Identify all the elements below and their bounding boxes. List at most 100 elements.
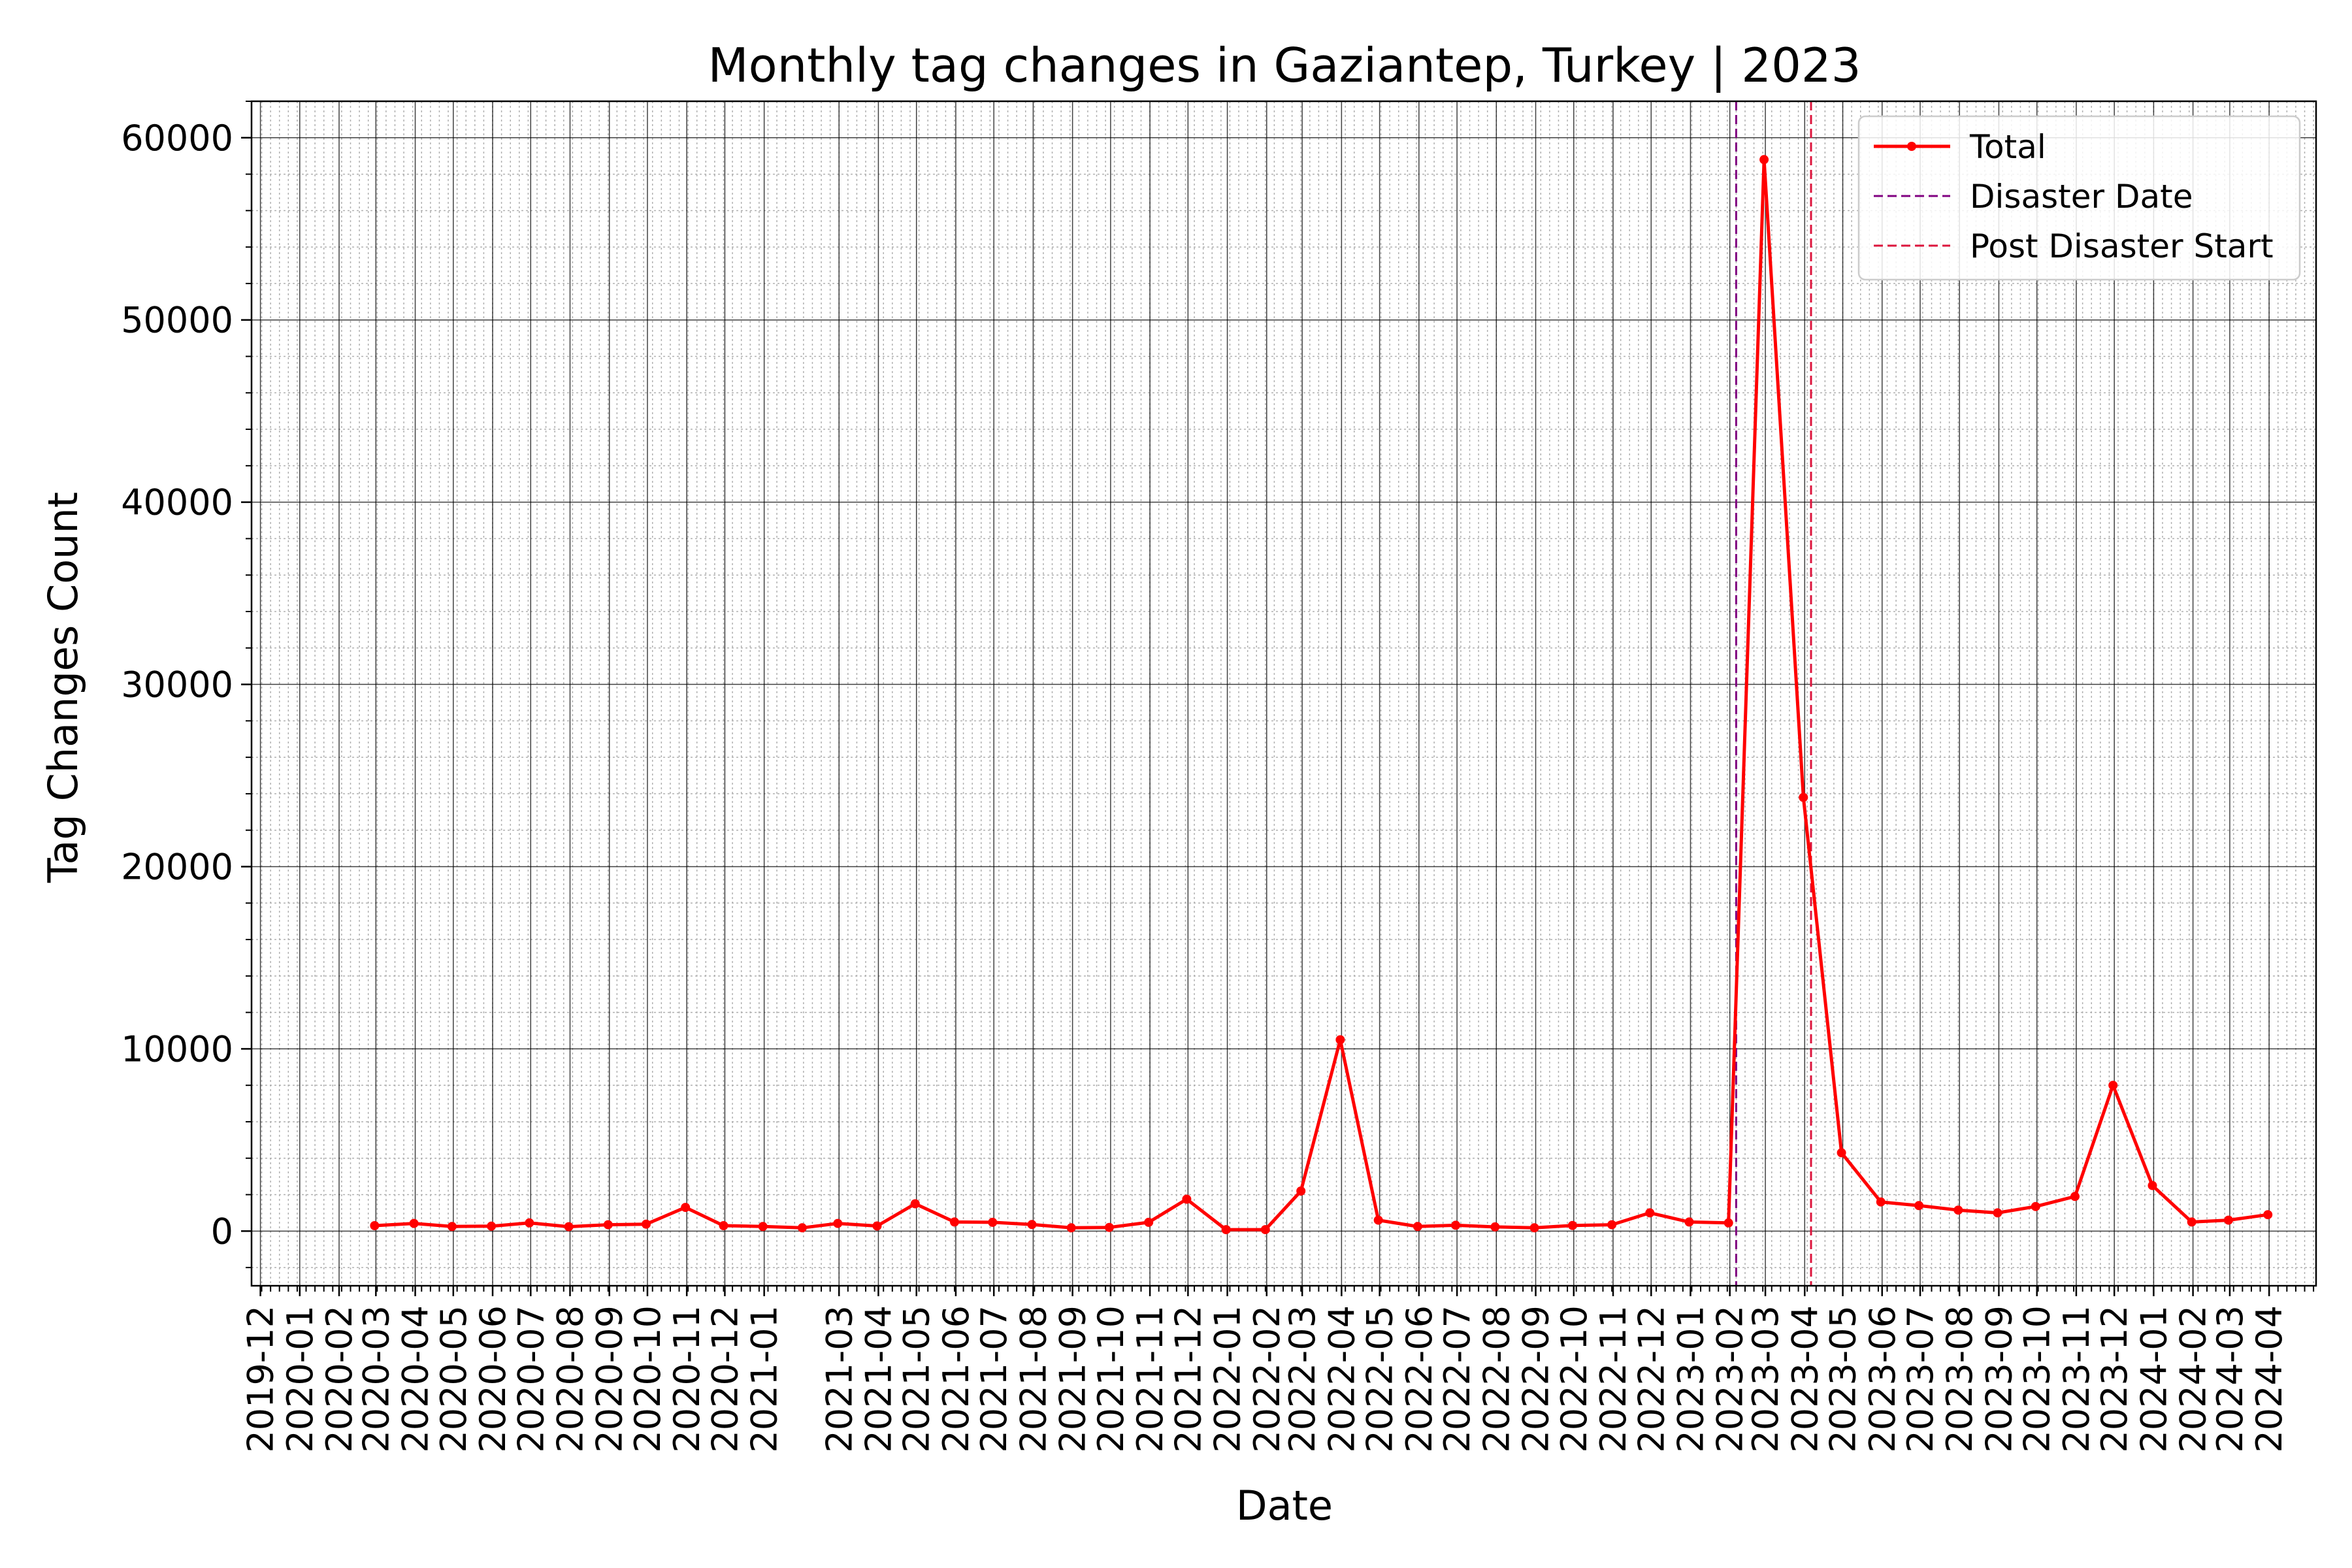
x-tick-label: 2024-02 bbox=[2173, 1305, 2214, 1453]
data-point bbox=[1451, 1220, 1461, 1230]
data-point bbox=[487, 1221, 497, 1231]
data-point bbox=[2070, 1192, 2080, 1201]
x-tick-label: 2023-07 bbox=[1900, 1305, 1941, 1453]
x-tick-label: 2023-05 bbox=[1823, 1305, 1864, 1453]
x-tick-label: 2021-11 bbox=[1130, 1305, 1171, 1453]
x-tick-label: 2022-12 bbox=[1631, 1305, 1672, 1453]
data-point bbox=[370, 1221, 380, 1230]
x-tick-label: 2022-05 bbox=[1360, 1305, 1401, 1453]
data-point bbox=[1413, 1222, 1422, 1232]
data-point bbox=[2108, 1081, 2118, 1090]
data-point bbox=[2031, 1201, 2040, 1211]
x-tick-label: 2020-11 bbox=[666, 1305, 708, 1453]
data-point bbox=[1876, 1197, 1886, 1207]
data-point bbox=[1567, 1220, 1577, 1230]
y-tick-label: 60000 bbox=[121, 118, 233, 159]
data-point bbox=[1953, 1205, 1963, 1215]
data-point bbox=[797, 1223, 807, 1233]
data-point bbox=[988, 1217, 998, 1227]
x-tick-label: 2023-12 bbox=[2094, 1305, 2135, 1453]
data-point bbox=[2224, 1215, 2233, 1225]
x-tick-label: 2021-04 bbox=[858, 1305, 899, 1453]
data-point bbox=[719, 1221, 728, 1230]
data-point bbox=[1182, 1194, 1192, 1204]
x-tick-label: 2019-12 bbox=[240, 1305, 282, 1453]
x-axis-ticks: 2019-122020-012020-022020-032020-042020-… bbox=[240, 1286, 2290, 1453]
y-tick-label: 20000 bbox=[121, 846, 233, 887]
legend-box bbox=[1857, 115, 2301, 281]
data-point bbox=[1759, 155, 1769, 165]
x-tick-label: 2022-10 bbox=[1554, 1305, 1595, 1453]
x-tick-label: 2024-03 bbox=[2210, 1305, 2251, 1453]
data-point bbox=[1490, 1222, 1500, 1232]
x-tick-label: 2024-01 bbox=[2133, 1305, 2174, 1453]
data-point bbox=[525, 1218, 534, 1228]
data-point bbox=[1645, 1208, 1655, 1218]
grid-major bbox=[252, 101, 2316, 1286]
y-tick-label: 0 bbox=[211, 1211, 233, 1252]
x-tick-label: 2020-06 bbox=[472, 1305, 514, 1453]
x-tick-label: 2023-06 bbox=[1862, 1305, 1903, 1453]
data-point bbox=[681, 1203, 691, 1213]
data-point bbox=[1027, 1220, 1037, 1230]
legend-total-label: Total bbox=[1969, 128, 2046, 166]
data-point bbox=[409, 1218, 419, 1228]
x-tick-label: 2020-08 bbox=[549, 1305, 591, 1453]
x-tick-label: 2023-11 bbox=[2056, 1305, 2097, 1453]
chart-title: Monthly tag changes in Gaziantep, Turkey… bbox=[708, 38, 1861, 93]
x-tick-label: 2020-01 bbox=[280, 1305, 321, 1453]
x-tick-label: 2021-07 bbox=[973, 1305, 1015, 1453]
data-point bbox=[1144, 1217, 1154, 1227]
x-tick-label: 2020-09 bbox=[589, 1305, 630, 1453]
data-point bbox=[1607, 1220, 1617, 1230]
data-point bbox=[1993, 1208, 2002, 1218]
x-tick-label: 2023-04 bbox=[1784, 1305, 1825, 1453]
x-tick-label: 2023-09 bbox=[1978, 1305, 2019, 1453]
data-point bbox=[1104, 1222, 1114, 1232]
data-point bbox=[1260, 1225, 1270, 1235]
x-tick-label: 2020-10 bbox=[627, 1305, 668, 1453]
legend-disaster-label: Disaster Date bbox=[1970, 178, 2193, 216]
data-point bbox=[910, 1199, 920, 1209]
data-point bbox=[950, 1217, 959, 1227]
legend-post-label: Post Disaster Start bbox=[1970, 227, 2274, 265]
data-point bbox=[1684, 1217, 1694, 1227]
x-tick-label: 2020-05 bbox=[433, 1305, 474, 1453]
data-point bbox=[447, 1222, 457, 1232]
y-axis-ticks: 0 10000 20000 30000 40000 50000 60000 bbox=[121, 118, 252, 1252]
data-point bbox=[1066, 1223, 1076, 1233]
legend-total-marker bbox=[1907, 142, 1916, 151]
x-tick-label: 2024-04 bbox=[2249, 1305, 2290, 1453]
x-tick-label: 2021-06 bbox=[936, 1305, 977, 1453]
x-tick-label: 2020-03 bbox=[355, 1305, 397, 1453]
series-total bbox=[370, 155, 2273, 1235]
x-tick-label: 2021-12 bbox=[1168, 1305, 1209, 1453]
data-point bbox=[1914, 1201, 1924, 1211]
data-point bbox=[642, 1219, 651, 1229]
data-point bbox=[1373, 1215, 1383, 1225]
x-tick-label: 2023-01 bbox=[1670, 1305, 1711, 1453]
x-tick-label: 2021-01 bbox=[744, 1305, 785, 1453]
x-tick-label: 2022-03 bbox=[1282, 1305, 1323, 1453]
x-tick-label: 2020-04 bbox=[395, 1305, 436, 1453]
data-point bbox=[1723, 1218, 1733, 1228]
x-tick-label: 2022-02 bbox=[1247, 1305, 1288, 1453]
data-point bbox=[2187, 1217, 2197, 1227]
grid-minor-x bbox=[261, 101, 2314, 1286]
x-tick-label: 2022-01 bbox=[1207, 1305, 1249, 1453]
data-point bbox=[1837, 1148, 1846, 1158]
x-tick-label: 2022-04 bbox=[1321, 1305, 1362, 1453]
x-tick-label: 2022-09 bbox=[1516, 1305, 1557, 1453]
data-point bbox=[1529, 1223, 1539, 1233]
x-tick-label: 2021-09 bbox=[1053, 1305, 1094, 1453]
x-tick-label: 2023-10 bbox=[2017, 1305, 2058, 1453]
data-point bbox=[872, 1221, 882, 1231]
y-tick-label: 50000 bbox=[121, 300, 233, 341]
data-point bbox=[1221, 1225, 1231, 1235]
y-tick-label: 10000 bbox=[121, 1028, 233, 1070]
x-tick-label: 2022-07 bbox=[1437, 1305, 1478, 1453]
minor-ticks bbox=[246, 101, 2315, 1292]
x-tick-label: 2020-12 bbox=[704, 1305, 745, 1453]
x-tick-label: 2021-08 bbox=[1013, 1305, 1054, 1453]
